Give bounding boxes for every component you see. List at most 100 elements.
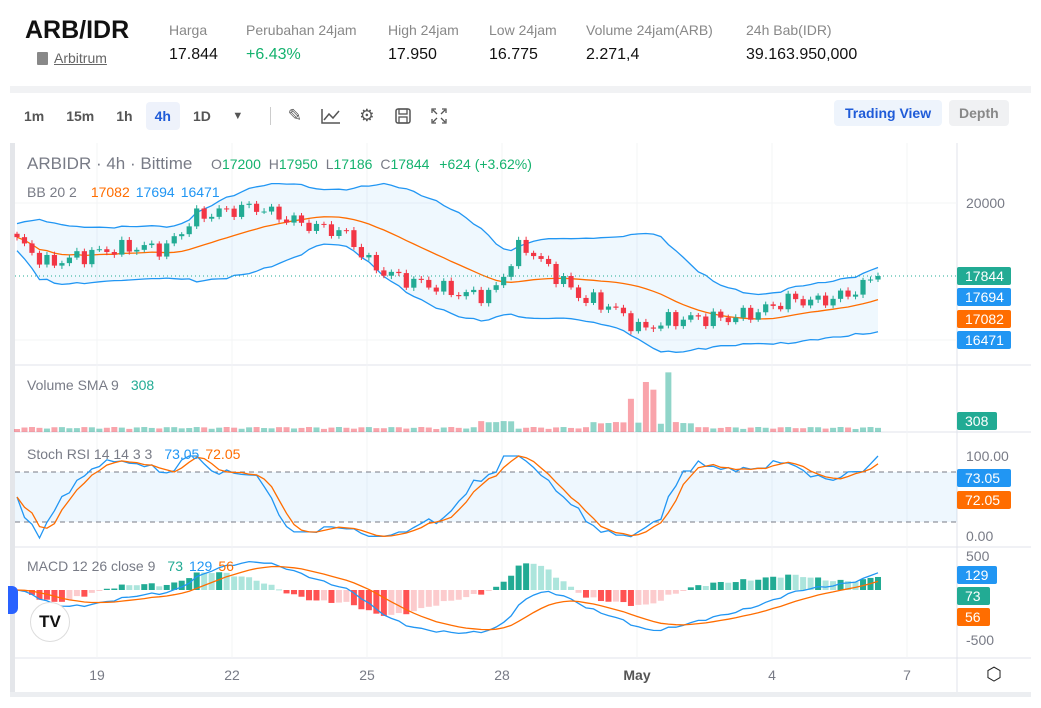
volume-bar — [800, 428, 807, 432]
macd-histogram-bar — [156, 586, 163, 590]
coin-link[interactable]: Arbitrum — [37, 50, 107, 66]
volume-bar — [313, 427, 320, 432]
macd-histogram-bar — [350, 590, 357, 606]
volume-bar — [350, 428, 357, 432]
stoch-axis-0: 0.00 — [966, 528, 994, 544]
fullscreen-icon[interactable] — [425, 104, 453, 128]
candle-body — [628, 313, 634, 332]
timeframe-15m[interactable]: 15m — [66, 108, 95, 124]
drawing-pencil-icon[interactable]: ✎ — [287, 106, 302, 125]
volume-bar — [276, 427, 283, 432]
candle-body — [688, 315, 694, 320]
volume-bar — [395, 427, 402, 432]
macd-histogram-bar — [36, 590, 43, 600]
macd-histogram-bar — [193, 572, 200, 590]
macd-histogram-bar — [575, 590, 582, 593]
macd-axis-neg500: -500 — [966, 632, 995, 648]
volume-bar — [410, 427, 417, 432]
high-value: 17950 — [278, 156, 318, 172]
save-icon[interactable] — [389, 104, 417, 128]
candle-body — [179, 234, 185, 237]
timeframe-1d[interactable]: 1D — [192, 108, 211, 124]
date-label: 28 — [494, 667, 510, 683]
candle-body — [486, 289, 492, 304]
macd-histogram-bar — [261, 583, 268, 590]
macd-histogram-bar — [687, 587, 694, 590]
macd-signal-tag: 56 — [957, 608, 990, 626]
volume-bar — [268, 428, 275, 432]
volume-bar — [575, 428, 582, 432]
volume-bar — [133, 427, 140, 432]
candle-body — [358, 247, 364, 258]
macd-histogram-bar — [770, 576, 777, 590]
macd-histogram-bar — [201, 572, 208, 590]
volume-bar — [875, 427, 881, 432]
stoch-d-tag: 72.05 — [957, 491, 1011, 509]
dropdown-icon[interactable]: ▼ — [232, 110, 244, 122]
candle-body — [620, 307, 627, 314]
sidebar-toggle[interactable] — [8, 586, 18, 614]
settings-gear-icon[interactable]: ⚙ — [359, 106, 375, 125]
candle-body — [209, 216, 215, 219]
volume-bar — [822, 428, 829, 432]
volume-bar — [28, 427, 35, 432]
volume-bar — [208, 428, 215, 432]
macd-histogram-bar — [852, 581, 859, 590]
macd-legend: MACD 12 26 close 9 73 129 56 — [27, 558, 234, 574]
macd-histogram-bar — [845, 581, 852, 590]
macd-histogram-bar — [635, 590, 642, 605]
volume-bar — [725, 427, 732, 432]
timeframe-1m[interactable]: 1m — [24, 108, 45, 124]
macd-histogram-bar — [695, 585, 702, 590]
volume-bar — [867, 427, 874, 432]
candle-body — [508, 266, 514, 277]
macd-histogram-bar — [291, 590, 298, 595]
candle-body — [134, 249, 140, 252]
change-value: +624 (+3.62%) — [439, 156, 532, 172]
candle-body — [328, 224, 335, 236]
chart-settings-icon[interactable]: ⬡ — [986, 664, 1002, 684]
candle-body — [298, 215, 305, 223]
candle-body — [553, 263, 559, 285]
candle-body — [568, 275, 574, 288]
macd-histogram-bar — [597, 590, 604, 602]
macd-histogram-bar — [58, 590, 65, 602]
timeframe-1h[interactable]: 1h — [116, 108, 133, 124]
volume-bar — [553, 427, 560, 432]
macd-histogram-bar — [822, 580, 829, 590]
timeframe-4h[interactable]: 4h — [145, 102, 180, 130]
candle-body — [808, 299, 814, 306]
candle-body — [14, 233, 20, 238]
volume-bar — [261, 428, 268, 432]
low-label: L — [325, 156, 334, 172]
volume-bar — [493, 422, 500, 432]
macd-histogram-bar — [515, 565, 522, 590]
tradingview-logo[interactable]: TV — [30, 602, 70, 642]
candle-body — [276, 206, 282, 220]
coin-name[interactable]: Arbitrum — [54, 50, 107, 66]
volume-bar — [830, 427, 837, 432]
volume-bar — [642, 382, 649, 432]
indicators-icon[interactable] — [317, 104, 345, 128]
stoch-legend: Stoch RSI 14 14 3 3 73.05 72.05 — [27, 446, 240, 462]
stoch-axis-100: 100.00 — [966, 448, 1009, 464]
volume-bar — [305, 427, 312, 432]
volume-bar — [343, 427, 350, 432]
stoch-band — [15, 472, 957, 522]
candle-body — [718, 311, 724, 318]
depth-button[interactable]: Depth — [949, 100, 1009, 126]
volume-bar — [597, 423, 604, 432]
volume-bar — [36, 427, 43, 432]
candle-body — [194, 208, 200, 227]
date-label: 19 — [89, 667, 105, 683]
stat-label: Harga — [169, 22, 208, 38]
trading-view-button[interactable]: Trading View — [834, 100, 943, 126]
chart-toolbar: 1m 15m 1h 4h 1D ▼ ✎ ⚙ — [15, 101, 461, 131]
candle-body — [306, 222, 312, 231]
volume-bar — [657, 423, 664, 432]
candle-body — [822, 295, 829, 306]
macd-histogram-bar — [642, 590, 649, 605]
candle-body — [680, 319, 686, 327]
volume-tag: 308 — [957, 412, 997, 430]
